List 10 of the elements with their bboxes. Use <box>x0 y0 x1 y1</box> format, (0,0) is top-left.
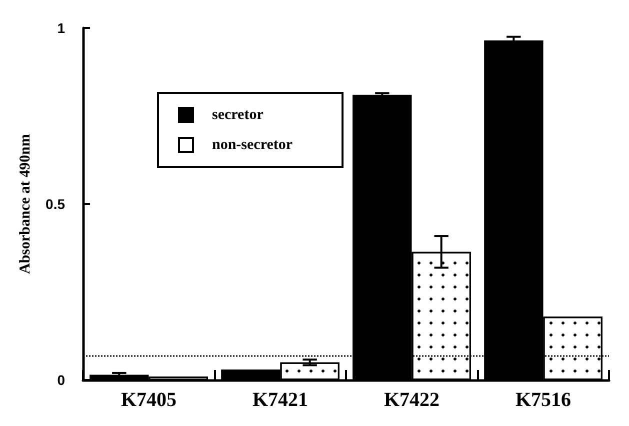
legend-label: non-secretor <box>212 137 293 153</box>
legend-label: secretor <box>212 107 264 123</box>
x-tick-label: K7405 <box>120 389 177 411</box>
x-tick-label: K7516 <box>515 389 572 411</box>
y-tick-label: 1 <box>57 20 66 36</box>
y-axis-title: Absorbance at 490nm <box>18 134 34 274</box>
x-tick-label: K7421 <box>252 389 308 411</box>
x-tick-label: K7422 <box>384 389 440 411</box>
y-tick-label: 0.5 <box>46 196 66 212</box>
y-tick-label: 0 <box>57 372 66 388</box>
